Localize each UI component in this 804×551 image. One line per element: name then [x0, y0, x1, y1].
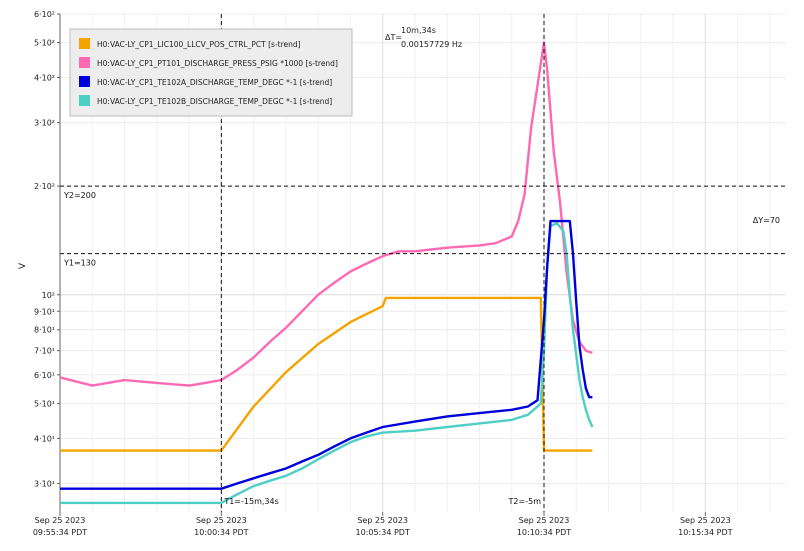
x-tick-time: 10:10:34 PDT — [517, 528, 571, 537]
x-tick-labels: Sep 25 2023 09:55:34 PDT Sep 25 2023 10:00:… — [33, 516, 733, 537]
cursor-y1-label: Y1=130 — [63, 259, 96, 268]
y-tick-label: 3·10² — [34, 119, 55, 128]
cursor-t2-label: T2=-5m — [508, 497, 542, 506]
x-tick-date: Sep 25 2023 — [519, 516, 570, 525]
y-tick-label: 9·10¹ — [34, 307, 55, 316]
delta-t-prefix: ΔT= — [385, 33, 402, 42]
y-tick-label: 4·10¹ — [34, 434, 55, 443]
cursor-dy-label: ΔY=70 — [753, 216, 780, 225]
y-tick-label: 10² — [42, 291, 55, 300]
legend: H0:VAC-LY_CP1_LIC100_LLCV_POS_CTRL_PCT [… — [69, 28, 353, 117]
y-tick-label: 7·10¹ — [34, 347, 55, 356]
x-tick-time: 09:55:34 PDT — [33, 528, 87, 537]
legend-entry-label: H0:VAC-LY_CP1_TE102A_DISCHARGE_TEMP_DEGC… — [97, 78, 332, 87]
x-tick-date: Sep 25 2023 — [357, 516, 408, 525]
series-line-1 — [60, 296, 593, 452]
legend-swatch — [79, 38, 90, 49]
series-line-3 — [60, 219, 593, 490]
x-tick-date: Sep 25 2023 — [35, 516, 86, 525]
y-tick-label: 4·10² — [34, 74, 55, 83]
x-tick-time: 10:05:34 PDT — [355, 528, 409, 537]
y-tick-label: 5·10¹ — [34, 399, 55, 408]
delta-t-readout: ΔT= 10m,34s 0.00157729 Hz — [385, 26, 462, 49]
y-tick-labels: 3·10¹ 4·10¹ 5·10¹ 6·10¹ 7·10¹ 8·10¹ 9·10¹ 10² 2·… — [34, 10, 55, 488]
y-tick-label: 3·10¹ — [34, 479, 55, 488]
x-tick-time: 10:15:34 PDT — [678, 528, 732, 537]
cursor-t1-label: T1=-15m,34s — [223, 497, 278, 506]
x-tick-date: Sep 25 2023 — [680, 516, 731, 525]
legend-box — [69, 28, 353, 117]
x-tick-date: Sep 25 2023 — [196, 516, 247, 525]
legend-swatch — [79, 76, 90, 87]
cursor-y2-label: Y2=200 — [63, 191, 96, 200]
delta-t-frequency: 0.00157729 Hz — [401, 40, 462, 49]
legend-swatch — [79, 95, 90, 106]
chart-grid — [57, 13, 786, 516]
y-axis-label: V — [18, 262, 28, 269]
series-line-4 — [60, 221, 594, 505]
y-tick-label: 8·10¹ — [34, 326, 55, 335]
y-tick-label: 6·10¹ — [34, 371, 55, 380]
legend-entry-label: H0:VAC-LY_CP1_TE102B_DISCHARGE_TEMP_DEGC… — [97, 97, 332, 106]
y-tick-label: 2·10² — [34, 182, 55, 191]
cursor-layer[interactable]: Y2=200 Y1=130 ΔY=70 T1=-15m,34s T2=-5m — [60, 14, 786, 512]
y-tick-label: 5·10² — [34, 39, 55, 48]
legend-entry-label: H0:VAC-LY_CP1_PT101_DISCHARGE_PRESS_PSIG… — [97, 59, 338, 68]
y-tick-label: 6·10² — [34, 10, 55, 19]
legend-entry-label: H0:VAC-LY_CP1_LIC100_LLCV_POS_CTRL_PCT [… — [97, 40, 301, 49]
delta-t-duration: 10m,34s — [401, 26, 436, 35]
legend-swatch — [79, 57, 90, 68]
x-tick-time: 10:00:34 PDT — [194, 528, 248, 537]
